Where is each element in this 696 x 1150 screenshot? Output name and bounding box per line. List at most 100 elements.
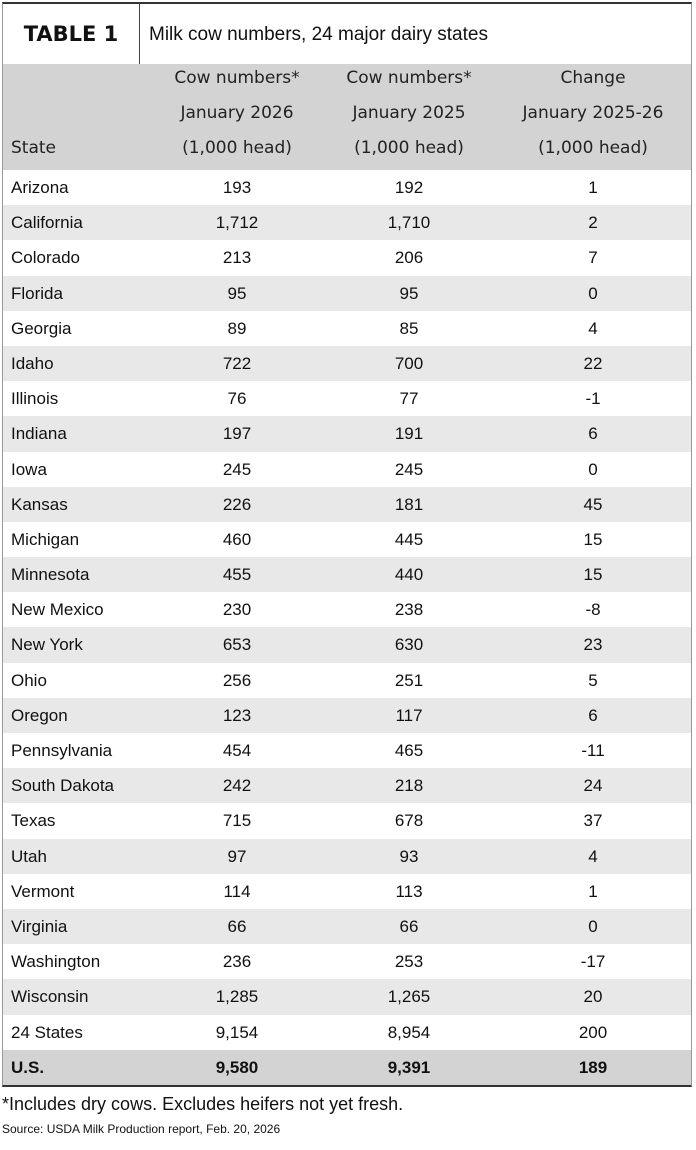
table-cell: 200 [578, 1022, 608, 1042]
table-row: Kansas 226 181 45 [3, 486, 691, 522]
table-cell: 1,285 [215, 987, 259, 1007]
table-cell: 24 [583, 776, 603, 796]
table-cell: 253 [394, 952, 424, 972]
table-cell: Michigan [11, 529, 80, 549]
table-cell: 6 [588, 424, 598, 444]
table-row: Vermont 114 113 1 [3, 874, 691, 909]
table-row: Virginia 66 66 0 [3, 908, 691, 945]
table-cell: New Mexico [11, 600, 104, 620]
table-row: Pennsylvania 454 465 -11 [3, 733, 691, 768]
table-cell: 6 [588, 705, 598, 725]
table-cell: -11 [581, 741, 605, 760]
table-title: Milk cow numbers, 24 major dairy states [149, 24, 488, 45]
table-cell: 22 [583, 353, 603, 373]
table-cell: 89 [227, 318, 247, 338]
table-cell: 445 [394, 529, 424, 549]
table-cell: 5 [588, 670, 598, 690]
column-header-row: State Cow numbers* January 2026 (1,000 head… [2, 64, 692, 170]
column-header-line: Change [560, 68, 626, 88]
table-row: Utah 97 93 4 [3, 838, 691, 874]
table-cell: 93 [399, 846, 419, 866]
table-cell: 1,712 [215, 213, 259, 233]
table-cell: 455 [222, 565, 252, 585]
table-row: Florida 95 95 0 [3, 275, 691, 311]
table-row: Minnesota 455 440 15 [3, 557, 691, 593]
column-header-line: (1,000 head) [354, 138, 464, 158]
table-cell: Georgia [11, 318, 72, 338]
column-header-line: Cow numbers* [174, 68, 300, 88]
table-cell: 37 [583, 811, 603, 831]
table-label: TABLE 1 [3, 4, 140, 64]
table-cell: 251 [394, 670, 424, 690]
table-row: Idaho 722 700 22 [3, 345, 691, 382]
table-cell: 230 [222, 600, 252, 620]
table-cell: 15 [583, 529, 603, 549]
table-cell: 630 [394, 635, 424, 655]
table-cell: 76 [227, 389, 247, 409]
table-cell: Wisconsin [11, 987, 89, 1007]
table-cell: South Dakota [11, 776, 115, 796]
table-row: U.S. 9,580 9,391 189 [3, 1049, 691, 1085]
table-cell: 238 [394, 600, 424, 620]
table-cell: Florida [11, 283, 63, 303]
table-cell: Pennsylvania [11, 741, 113, 760]
table-body: Arizona 193 192 1 California 1,712 1,710 2 Color… [2, 170, 692, 1087]
table-cell: 0 [588, 283, 598, 303]
table-cell: 678 [394, 811, 424, 831]
table-row: Washington 236 253 -17 [3, 944, 691, 979]
table-cell: 460 [222, 529, 252, 549]
table-cell: 189 [578, 1057, 608, 1077]
table-cell: 85 [399, 318, 419, 338]
table-cell: 465 [394, 741, 424, 760]
table-cell: Washington [11, 952, 101, 972]
table-cell: 242 [222, 776, 252, 796]
table-cell: 4 [588, 846, 598, 866]
table-cell: 236 [222, 952, 252, 972]
table-cell: -1 [585, 389, 601, 409]
table-cell: 4 [588, 318, 598, 338]
column-header-line: (1,000 head) [182, 138, 292, 158]
table-row: Indiana 197 191 6 [3, 416, 691, 452]
table-cell: 245 [222, 459, 252, 479]
table-cell: 197 [222, 424, 252, 444]
table-cell: Arizona [11, 178, 69, 197]
table-cell: California [11, 213, 83, 233]
table-cell: 95 [227, 283, 247, 303]
table-cell: Idaho [11, 353, 54, 373]
table-cell: 192 [394, 178, 424, 197]
table-cell: 20 [583, 987, 603, 1007]
table-cell: -8 [585, 600, 601, 620]
table-cell: 95 [399, 283, 419, 303]
table-row: Michigan 460 445 15 [3, 522, 691, 557]
table-cell: Oregon [11, 705, 68, 725]
table-cell: 9,580 [215, 1057, 259, 1077]
table-row: 24 States 9,154 8,954 200 [3, 1015, 691, 1050]
table-cell: 722 [222, 353, 252, 373]
table-cell: 213 [222, 248, 252, 268]
table-cell: 9,154 [215, 1022, 259, 1042]
table-cell: 114 [223, 881, 251, 901]
table-row: New York 653 630 23 [3, 627, 691, 663]
column-header: State [11, 131, 56, 166]
table-row: Texas 715 678 37 [3, 803, 691, 838]
table-row: Iowa 245 245 0 [3, 452, 691, 487]
table-cell: 191 [394, 424, 424, 444]
table-row: New Mexico 230 238 -8 [3, 592, 691, 627]
table-cell: 700 [394, 353, 424, 373]
column-header: Change January 2025-26 (1,000 head) [518, 61, 668, 166]
table-header-box: TABLE 1 Milk cow numbers, 24 major dairy… [2, 2, 692, 64]
table-cell: Illinois [11, 389, 59, 409]
table-row: Colorado 213 206 7 [3, 240, 691, 275]
table-cell: New York [11, 635, 83, 655]
table-cell: Vermont [11, 881, 75, 901]
table-cell: 1 [588, 881, 598, 901]
table-row: Ohio 256 251 5 [3, 663, 691, 698]
table-cell: 218 [394, 776, 424, 796]
column-header-line: Cow numbers* [346, 68, 472, 88]
table-cell: 206 [394, 248, 424, 268]
column-header: Cow numbers* January 2026 (1,000 head) [162, 61, 312, 166]
table-cell: Colorado [11, 248, 80, 268]
table-row: Oregon 123 117 6 [3, 697, 691, 733]
table-cell: 256 [222, 670, 252, 690]
